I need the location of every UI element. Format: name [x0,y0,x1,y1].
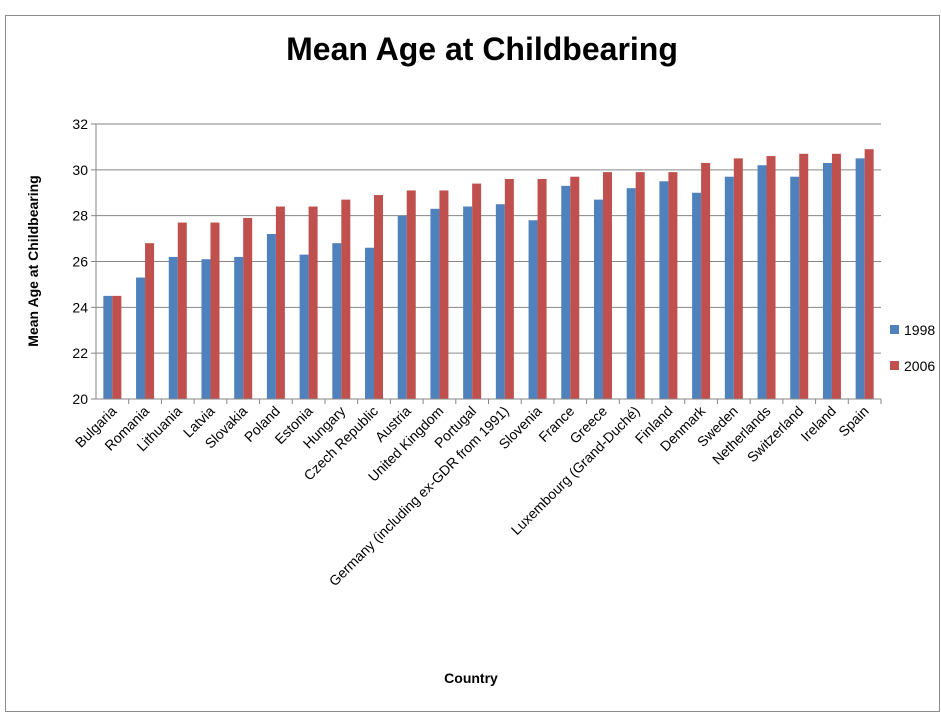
bar-1998-0 [103,295,113,399]
bar-2006-21 [799,153,809,399]
axes [95,124,882,404]
bar-2006-18 [701,162,711,399]
bar-1998-21 [790,176,800,399]
bar-1998-17 [659,181,669,399]
bar-2006-16 [635,172,645,399]
x-tick-labels: BulgariaRomaniaLithuaniaLatviaSlovakiaPo… [72,402,872,589]
bar-1998-11 [463,206,473,399]
y-tick-label: 20 [72,391,88,407]
bar-1998-19 [724,176,734,399]
bar-1998-14 [561,185,571,399]
bar-1998-15 [593,199,603,399]
bar-2006-6 [308,206,318,399]
bar-1998-18 [692,192,702,399]
y-tick-labels: 20 22 24 26 28 30 32 [72,116,88,407]
bar-2006-17 [668,172,678,399]
bar-1998-9 [397,215,407,399]
bar-2006-1 [145,243,155,399]
y-tick-label: 22 [72,345,88,361]
bar-2006-10 [439,190,449,399]
chart-title: Mean Age at Childbearing [286,31,678,67]
bar-2006-22 [831,153,841,399]
y-tick-label: 32 [72,116,88,132]
bar-2006-3 [210,222,220,399]
x-tick-label: Ireland [797,403,839,445]
bar-1998-20 [757,165,767,399]
bar-2006-5 [275,206,285,399]
legend-label-1998: 1998 [904,322,935,338]
legend-swatch-1998 [890,325,899,334]
bar-2006-20 [766,156,776,399]
legend: 1998 2006 [890,322,935,374]
y-tick-label: 30 [72,162,88,178]
bar-2006-11 [472,183,482,399]
bar-2006-23 [864,149,874,399]
bar-1998-1 [136,277,146,399]
bar-1998-4 [234,256,244,399]
bar-2006-4 [243,217,253,399]
x-axis-title: Country [444,670,498,686]
bar-1998-22 [822,162,832,399]
y-axis-title: Mean Age at Childbearing [25,175,41,346]
y-tick-label: 28 [72,208,88,224]
bar-1998-5 [266,234,276,399]
bar-2006-19 [733,158,743,399]
legend-label-2006: 2006 [904,358,935,374]
bars [103,149,874,399]
y-tick-label: 24 [72,299,88,315]
y-tick-label: 26 [72,254,88,270]
x-tick-label: Spain [835,403,872,440]
bar-1998-3 [201,259,211,399]
bar-1998-2 [168,256,178,399]
legend-swatch-2006 [890,361,899,370]
bar-2006-2 [177,222,187,399]
bar-2006-15 [602,172,612,399]
bar-2006-0 [112,295,122,399]
bar-1998-7 [332,243,342,399]
bar-2006-12 [504,179,514,399]
bar-1998-8 [365,247,375,399]
bar-1998-10 [430,208,440,399]
bar-2006-13 [537,179,547,399]
bar-1998-23 [855,158,865,399]
bar-2006-9 [406,190,416,399]
bar-1998-13 [528,220,538,399]
bar-1998-16 [626,188,636,399]
bar-1998-12 [495,204,505,399]
bar-1998-6 [299,254,309,399]
bar-2006-8 [374,195,384,399]
bar-2006-7 [341,199,351,399]
bar-2006-14 [570,176,580,399]
